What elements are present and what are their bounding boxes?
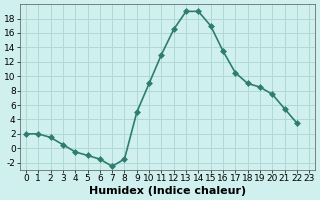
X-axis label: Humidex (Indice chaleur): Humidex (Indice chaleur) [89, 186, 246, 196]
